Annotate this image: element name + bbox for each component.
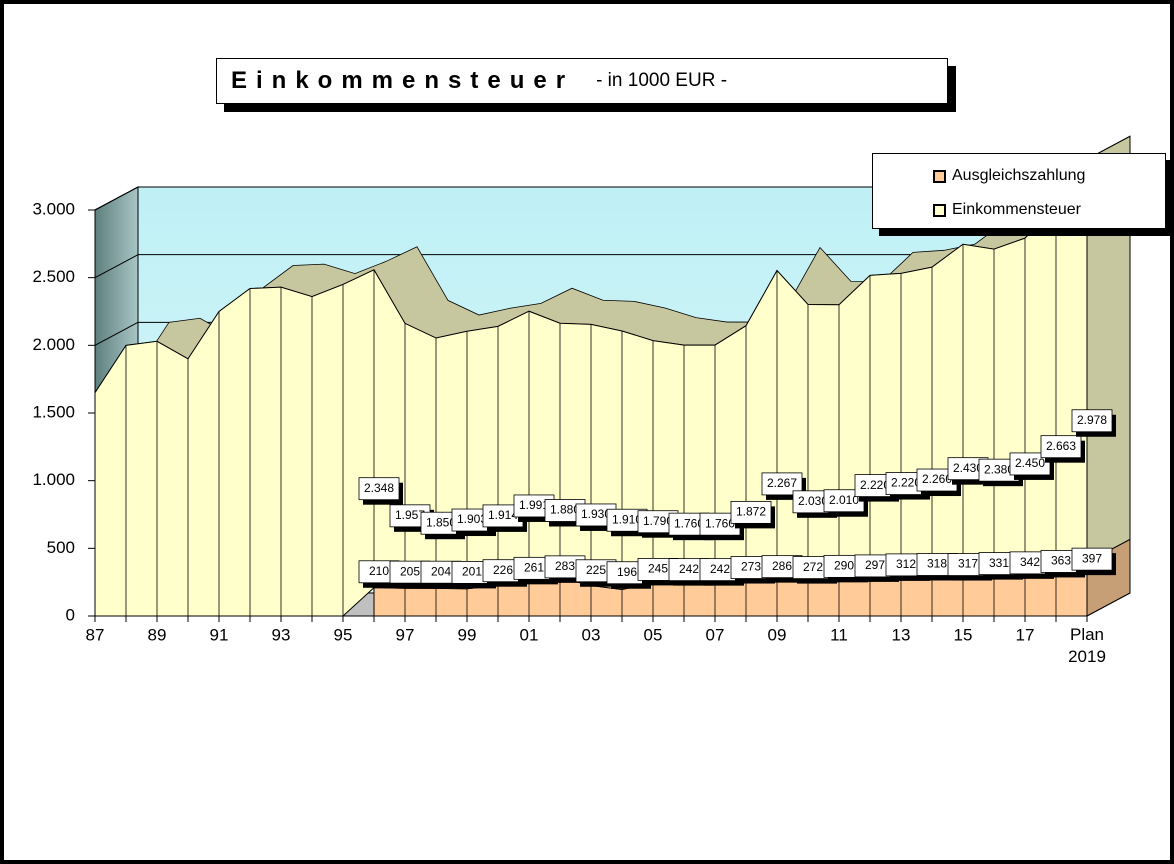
data-label: 290: [834, 559, 854, 573]
data-label: 1.760: [674, 516, 704, 530]
data-label: 312: [896, 557, 916, 571]
y-tick-label: 3.000: [32, 199, 75, 218]
data-label: 205: [400, 564, 420, 578]
data-label: 1.914: [488, 508, 518, 522]
data-label: 1.930: [581, 507, 611, 521]
data-label: 2.260: [922, 472, 952, 486]
label-box: [1071, 409, 1113, 433]
legend-item: Einkommensteuer: [933, 198, 1165, 222]
data-label: 1.760: [705, 516, 735, 530]
legend-swatch: [933, 169, 946, 183]
legend: Ausgleichszahlung Einkommensteuer: [872, 153, 1166, 229]
grid-line: [94, 186, 139, 211]
chart-subtitle: - in 1000 EUR -: [596, 70, 728, 91]
data-label: 1.991: [519, 498, 549, 512]
label-box: [761, 472, 803, 496]
data-label: 1.903: [457, 512, 487, 526]
data-label: 261: [524, 561, 544, 575]
x-tick-label: 93: [272, 625, 291, 644]
data-label: 2.010: [829, 493, 859, 507]
label-box: [358, 477, 400, 501]
plot: 0 500 1.000 1.500 2.000 2.500 3.000 210 205 204 20…: [32, 135, 1131, 666]
data-label: 397: [1082, 551, 1102, 565]
data-label: 242: [679, 562, 699, 576]
data-label: 273: [741, 560, 761, 574]
data-label: 286: [772, 559, 792, 573]
data-label: 363: [1051, 554, 1071, 568]
data-label: 2.978: [1077, 413, 1107, 427]
data-label: 331: [989, 556, 1009, 570]
data-label: 226: [493, 563, 513, 577]
data-label: 2.450: [1015, 456, 1045, 470]
data-label: 204: [431, 564, 451, 578]
data-label: 1.790: [643, 514, 673, 528]
data-label: 242: [710, 562, 730, 576]
data-label: 2.380: [984, 462, 1014, 476]
data-label: 201: [462, 565, 482, 579]
y-tick-label: 1.000: [32, 470, 75, 489]
data-label: 2.267: [767, 476, 797, 490]
data-label: 2.220: [860, 478, 890, 492]
x-tick-label: 97: [396, 625, 415, 644]
data-label: 1.957: [395, 508, 425, 522]
x-tick-label: 15: [954, 625, 973, 644]
label-box: [1009, 452, 1051, 476]
data-label: 2.663: [1046, 439, 1076, 453]
data-label: 318: [927, 557, 947, 571]
legend-item: Ausgleichszahlung: [933, 164, 1165, 188]
data-label: 283: [555, 559, 575, 573]
x-tick-label: 91: [210, 625, 229, 644]
label-box: [1071, 547, 1113, 571]
data-label: 225: [586, 563, 606, 577]
legend-label: Ausgleichszahlung: [952, 167, 1086, 184]
label-box: [730, 500, 772, 524]
data-label: 1.872: [736, 505, 766, 519]
data-label: 317: [958, 557, 978, 571]
x-tick-label: 03: [582, 625, 601, 644]
data-label: 272: [803, 560, 823, 574]
y-tick-label: 2.500: [32, 267, 75, 286]
x-tick-label: 99: [458, 625, 477, 644]
grid-line: [94, 321, 139, 346]
data-label: 342: [1020, 555, 1040, 569]
x-tick-label: 01: [520, 625, 539, 644]
x-tick-label: 13: [892, 625, 911, 644]
grid-line: [94, 254, 139, 279]
data-label: 2.030: [798, 494, 828, 508]
x-tick-label: 89: [148, 625, 167, 644]
title-box: Einkommensteuer - in 1000 EUR -: [216, 58, 948, 104]
y-tick-label: 0: [66, 605, 75, 624]
y-tick-label: 2.000: [32, 335, 75, 354]
data-label: 297: [865, 558, 885, 572]
data-label: 1.910: [612, 512, 642, 526]
chart-title: Einkommensteuer: [231, 67, 575, 94]
x-tick-label: 95: [334, 625, 353, 644]
x-tick-label: 09: [768, 625, 787, 644]
x-tick-label: 07: [706, 625, 725, 644]
label-box: [1040, 435, 1082, 459]
data-label: 245: [648, 562, 668, 576]
data-label: 1.880: [550, 503, 580, 517]
data-label: 196: [617, 565, 637, 579]
legend-label: Einkommensteuer: [952, 201, 1081, 218]
y-tick-label: 1.500: [32, 402, 75, 421]
data-label: 2.220: [891, 476, 921, 490]
x-tick-label: 17: [1016, 625, 1035, 644]
x-tick-label: 05: [644, 625, 663, 644]
data-label: 210: [369, 564, 389, 578]
data-label: 2.348: [364, 481, 394, 495]
y-tick-label: 500: [47, 538, 75, 557]
legend-swatch: [933, 203, 946, 217]
x-tick-label: Plan 2019: [1068, 625, 1106, 666]
x-tick-label: 87: [86, 625, 105, 644]
data-label: 1.850: [426, 515, 456, 529]
data-label: 2.430: [953, 461, 983, 475]
x-tick-label: 11: [830, 625, 848, 644]
